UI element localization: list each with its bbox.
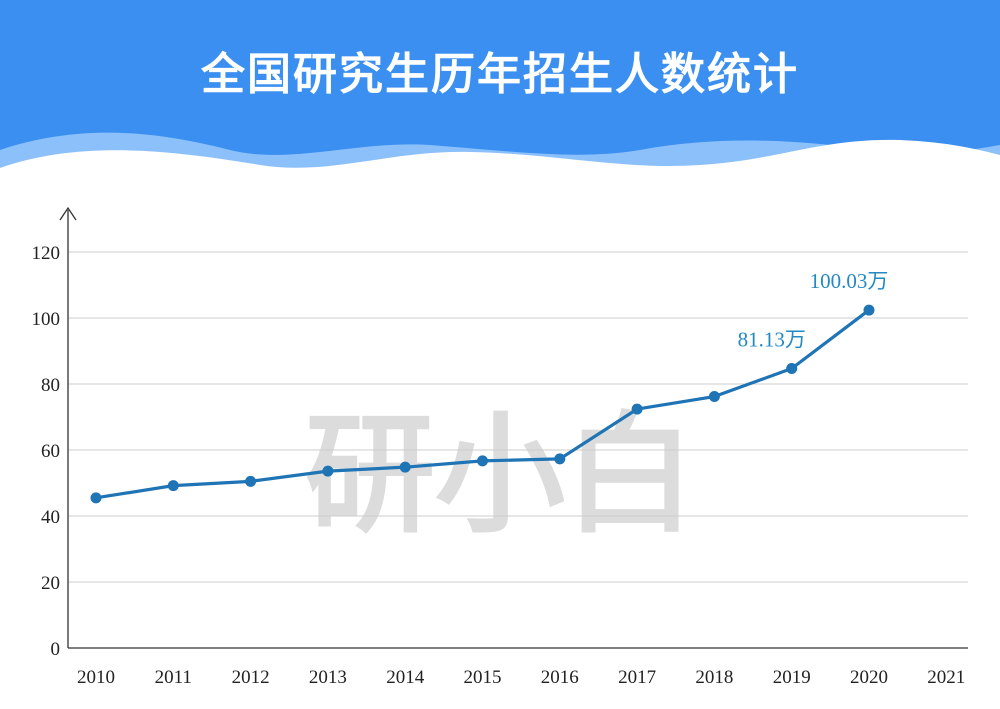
header-wave-background	[0, 0, 1000, 190]
y-tick-label: 60	[41, 441, 60, 462]
y-tick-label: 0	[51, 639, 61, 660]
grid-lines	[68, 251, 968, 583]
x-tick-labels: 2010 2011 2012 2013 2014 2015 2016 2017 2018 2019…	[77, 667, 965, 688]
axes	[59, 206, 968, 649]
data-point	[245, 475, 257, 487]
data-label: 81.13万	[738, 327, 806, 351]
x-tick-label: 2011	[155, 667, 192, 688]
y-tick-label: 20	[41, 573, 60, 594]
y-tick-label: 100	[32, 309, 61, 330]
x-tick-label: 2019	[773, 667, 811, 688]
data-point	[554, 453, 566, 465]
data-point	[631, 403, 643, 415]
x-tick-label: 2013	[309, 667, 347, 688]
x-tick-label: 2010	[77, 667, 115, 688]
x-tick-label: 2012	[232, 667, 270, 688]
x-tick-label: 2020	[850, 667, 888, 688]
y-tick-label: 40	[41, 507, 60, 528]
data-point	[477, 455, 488, 467]
data-label: 100.03万	[810, 269, 889, 293]
data-labels: 81.13万 100.03万	[738, 269, 889, 351]
data-point	[863, 304, 875, 316]
header-banner: 全国研究生历年招生人数统计	[0, 0, 1000, 190]
data-point	[786, 362, 798, 374]
page-title: 全国研究生历年招生人数统计	[201, 49, 799, 100]
y-tick-label: 120	[32, 243, 61, 264]
y-tick-label: 80	[41, 375, 60, 396]
data-point	[167, 480, 179, 492]
x-tick-label: 2017	[618, 667, 656, 688]
x-tick-label: 2021	[927, 667, 965, 688]
data-point	[399, 461, 411, 473]
x-tick-label: 2015	[464, 667, 502, 688]
data-point	[322, 465, 334, 477]
series-line	[90, 304, 875, 504]
y-axis-arrow-icon	[59, 206, 77, 221]
y-tick-labels: 0 20 40 60 80 100 120	[32, 243, 61, 660]
data-point	[90, 492, 102, 504]
x-tick-label: 2018	[695, 667, 733, 688]
x-tick-label: 2014	[386, 667, 425, 688]
data-point	[708, 391, 720, 403]
x-tick-label: 2016	[541, 667, 579, 688]
watermark-text: 研小白	[305, 399, 695, 551]
